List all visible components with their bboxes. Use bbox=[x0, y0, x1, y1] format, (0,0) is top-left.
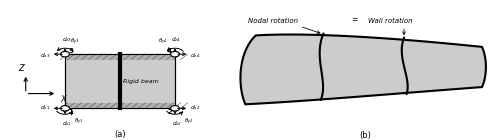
Text: $\theta_{y1}$: $\theta_{y1}$ bbox=[74, 117, 83, 127]
Text: 3: 3 bbox=[68, 48, 73, 54]
Text: $\theta_{y3}$: $\theta_{y3}$ bbox=[70, 37, 80, 47]
Circle shape bbox=[170, 106, 179, 111]
Bar bbox=[65, 103, 175, 108]
Text: $d_{z1}$: $d_{z1}$ bbox=[62, 119, 72, 128]
Bar bbox=[65, 54, 175, 108]
Text: $d_{z3}$: $d_{z3}$ bbox=[62, 35, 72, 44]
Text: Nodal rotation: Nodal rotation bbox=[248, 18, 298, 24]
Text: $d_{z2}$: $d_{z2}$ bbox=[172, 119, 181, 128]
Text: $d_{x3}$: $d_{x3}$ bbox=[40, 51, 50, 60]
Text: =: = bbox=[352, 15, 358, 24]
Text: $\theta_{y2}$: $\theta_{y2}$ bbox=[184, 117, 193, 127]
Text: $d_{z4}$: $d_{z4}$ bbox=[172, 35, 181, 44]
Polygon shape bbox=[240, 35, 486, 104]
Text: (a): (a) bbox=[114, 130, 126, 139]
Text: $d_{x1}$: $d_{x1}$ bbox=[40, 103, 50, 112]
Bar bbox=[65, 54, 175, 60]
Circle shape bbox=[170, 51, 179, 57]
Text: $\theta_{y4}$: $\theta_{y4}$ bbox=[158, 37, 168, 47]
Text: 1: 1 bbox=[68, 109, 73, 115]
Text: (b): (b) bbox=[359, 131, 371, 140]
Circle shape bbox=[60, 51, 70, 57]
Bar bbox=[65, 54, 175, 108]
Text: X: X bbox=[60, 94, 66, 104]
Text: $d_{x2}$: $d_{x2}$ bbox=[190, 103, 200, 112]
Text: 2: 2 bbox=[167, 109, 172, 115]
Text: Wall rotation: Wall rotation bbox=[368, 18, 412, 24]
Text: Z: Z bbox=[18, 64, 24, 73]
Text: 4: 4 bbox=[167, 48, 172, 54]
Text: $d_{x4}$: $d_{x4}$ bbox=[190, 51, 200, 60]
Text: Rigid beam: Rigid beam bbox=[123, 79, 159, 84]
Circle shape bbox=[60, 106, 70, 111]
